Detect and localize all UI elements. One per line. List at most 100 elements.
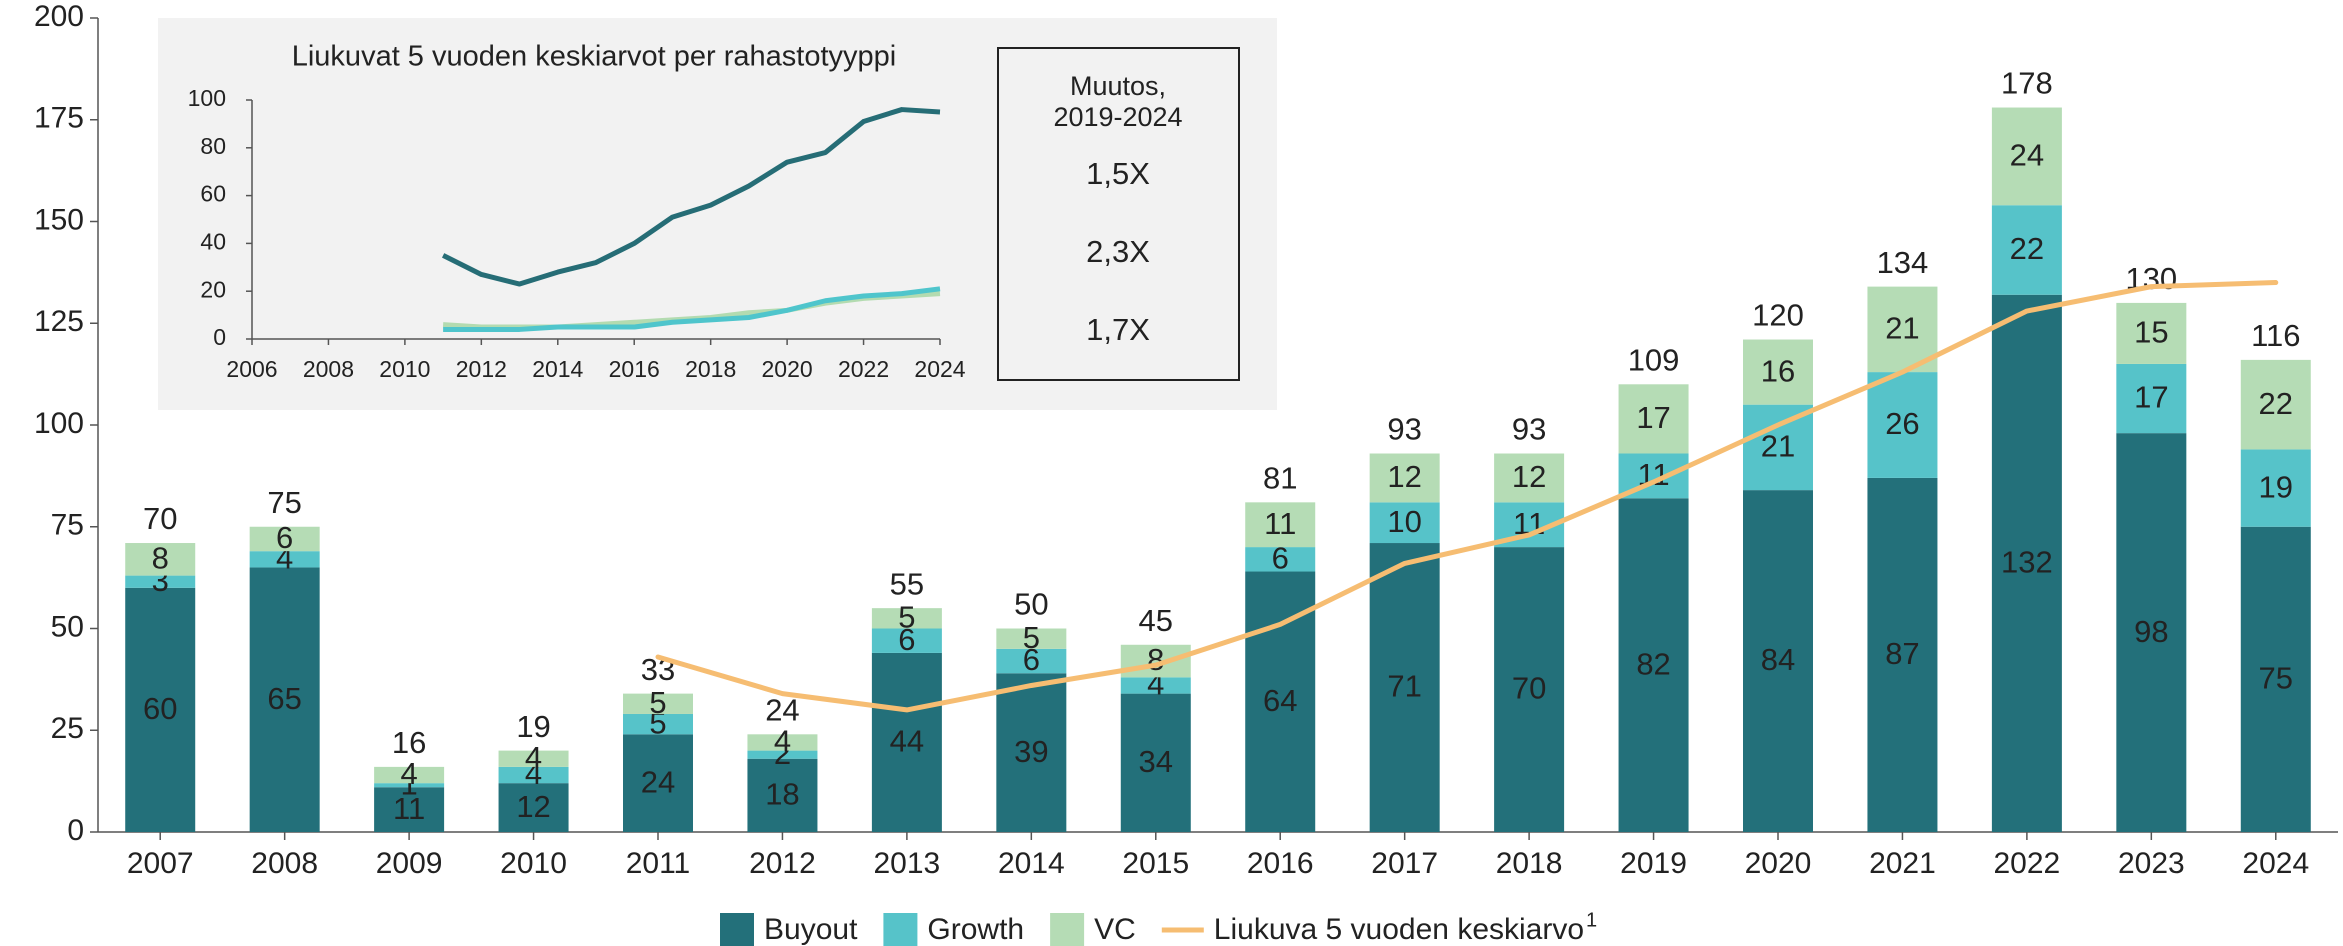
bar-segment (374, 787, 445, 832)
x-tick-label: 2007 (127, 847, 194, 880)
x-tick-label: 2008 (251, 847, 318, 880)
bar-segment (996, 673, 1067, 832)
bar-segment (1867, 286, 1938, 373)
segment-label: 71 (1387, 669, 1421, 704)
segment-label: 8 (152, 540, 169, 575)
bar-segment (1743, 404, 1813, 491)
inset-line (443, 286, 941, 332)
inset-x-tick-label: 2014 (532, 356, 583, 382)
y-tick-label: 150 (34, 203, 84, 236)
bar-segment (125, 587, 196, 832)
x-tick-label: 2012 (749, 847, 816, 880)
total-label: 55 (890, 566, 924, 601)
bar-segment (1743, 490, 1813, 832)
total-label: 50 (1014, 587, 1048, 622)
bar-segment (747, 750, 818, 759)
y-tick-label: 75 (51, 509, 84, 542)
segment-label: 19 (2259, 469, 2293, 504)
moving-average-line (655, 280, 2279, 713)
inset-x-tick-label: 2006 (226, 356, 277, 382)
bar-segment (2116, 302, 2187, 364)
bar-segment (2240, 449, 2311, 527)
bar-segment (1867, 372, 1938, 478)
bar-segment (1743, 339, 1813, 405)
total-label: 178 (2001, 66, 2053, 101)
inset-y-tick-label: 40 (200, 228, 226, 254)
bar-segment (996, 648, 1067, 674)
total-label: 120 (1752, 298, 1804, 333)
segment-label: 132 (2001, 545, 2053, 580)
total-label: 134 (1877, 245, 1929, 280)
segment-label: 5 (649, 705, 666, 740)
segment-label: 21 (1761, 429, 1795, 464)
bar-segment (249, 551, 320, 568)
x-tick-label: 2024 (2242, 847, 2309, 880)
x-tick-label: 2009 (376, 847, 443, 880)
legend-swatch (883, 913, 918, 946)
segment-label: 65 (267, 681, 301, 716)
inset-y-tick-label: 100 (188, 85, 226, 111)
segment-label: 12 (516, 789, 550, 824)
inset-y-tick-label: 0 (213, 324, 226, 350)
bar-segment (374, 766, 445, 784)
inset-title: Liukuvat 5 vuoden keskiarvot per rahasto… (292, 41, 897, 73)
segment-label: 16 (1761, 353, 1795, 388)
x-tick-label: 2015 (1122, 847, 1189, 880)
bar-segment (1494, 453, 1565, 503)
bar-segment (1494, 547, 1565, 832)
legend-label: Buyout (764, 913, 858, 946)
x-tick-label: 2014 (998, 847, 1065, 880)
bar-segment (871, 652, 942, 832)
change-label: 2,3X (1086, 234, 1150, 269)
x-tick-label: 2023 (2118, 847, 2185, 880)
total-label: 75 (267, 485, 301, 520)
y-tick-label: 0 (67, 814, 84, 847)
bar-segment (747, 734, 818, 751)
bar-segment (1369, 502, 1440, 544)
inset-line (441, 107, 941, 287)
bar-segment (1120, 693, 1191, 832)
bar-segment (2116, 363, 2187, 434)
inset-y-tick-label: 80 (200, 133, 226, 159)
bar-segment (871, 608, 942, 629)
segment-label: 22 (2259, 386, 2293, 421)
inset-x-tick-label: 2012 (456, 356, 507, 382)
bar-segment (1618, 384, 1689, 454)
segment-label: 17 (1636, 400, 1670, 435)
segment-label: 4 (525, 740, 542, 775)
segment-label: 6 (898, 622, 915, 657)
inset-x-tick-label: 2024 (914, 356, 965, 382)
segment-label: 18 (765, 777, 799, 812)
inset-background (158, 18, 1277, 410)
y-tick-label: 200 (34, 0, 84, 33)
segment-label: 4 (400, 756, 417, 791)
total-label: 19 (516, 709, 550, 744)
bar-segment (498, 783, 569, 832)
total-label: 45 (1139, 603, 1173, 638)
y-tick-label: 25 (51, 712, 84, 745)
bar-segment (374, 783, 445, 788)
legend-label: Growth (927, 913, 1024, 946)
inset-x-tick-label: 2010 (379, 356, 430, 382)
bar-segment (623, 734, 693, 832)
change-box (997, 47, 1240, 381)
x-tick-label: 2021 (1869, 847, 1936, 880)
segment-label: 8 (1147, 642, 1164, 677)
total-label: 93 (1387, 412, 1421, 447)
bar-segment (1245, 502, 1316, 548)
bar-segment (996, 628, 1067, 649)
change-box-title: Muutos, (1070, 71, 1166, 101)
inset-y-tick-label: 60 (200, 181, 226, 207)
x-tick-label: 2022 (1994, 847, 2061, 880)
segment-label: 39 (1014, 734, 1048, 769)
bar-segment (1991, 205, 2062, 295)
segment-label: 64 (1263, 683, 1297, 718)
bar-segment (2240, 359, 2311, 450)
bar-segment (249, 526, 320, 552)
x-tick-label: 2017 (1371, 847, 1438, 880)
segment-label: 5 (649, 685, 666, 720)
bar-segment (498, 750, 569, 767)
segment-label: 17 (2134, 380, 2168, 415)
bar-segment (747, 758, 818, 832)
legend-swatch (720, 913, 754, 946)
